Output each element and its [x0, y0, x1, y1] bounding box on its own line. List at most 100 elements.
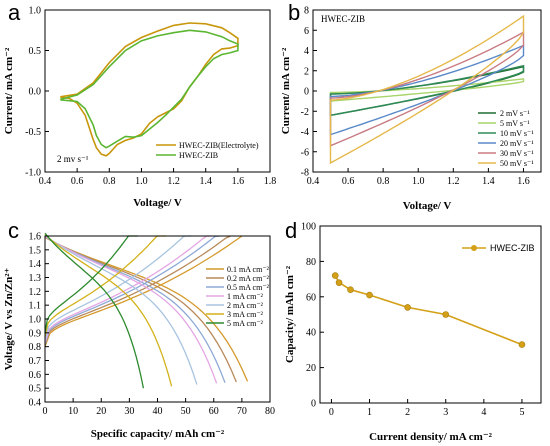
- panel-c-x-tick-label: 70: [237, 406, 247, 417]
- panel-b-series-3-line: [329, 44, 525, 136]
- panel-b-title: HWEC-ZIB: [321, 14, 365, 24]
- panel-b-x-tick-label: 1.4: [482, 176, 495, 187]
- panel-b-y-tick-label: 2: [304, 66, 309, 77]
- panel-c-x-tick-label: 60: [209, 406, 219, 417]
- panel-a: 0.4 0.6 0.8 1.0 1.2 1.4 1.6 1.8 1.0 0.5 0.0 -0.5 -1.…: [3, 6, 276, 210]
- panel-a-x-tick-label: 1.6: [232, 176, 245, 187]
- panel-a-x-tick-label: 0.6: [71, 176, 84, 187]
- panel-d-data-point: [442, 311, 450, 318]
- panel-d: 0 1 2 3 4 5 100 80 60 40 20 0 Current density/ mA cm…: [284, 222, 542, 443]
- panel-d-y-tick-label: 40: [306, 328, 316, 339]
- panel-c-y-tick-label: 1.6: [29, 232, 42, 243]
- panel-c-y-tick-label: 1.1: [29, 301, 42, 312]
- panel-d-x-tick-label: 0: [329, 407, 334, 418]
- panel-a-label: a: [8, 0, 21, 25]
- panel-b-y-tick-label: -8: [301, 168, 309, 179]
- panel-c-legend-label: 0.2 mA cm⁻²: [227, 274, 270, 283]
- panel-a-series-1-line: [60, 29, 239, 149]
- panel-c-x-tick-label: 30: [124, 406, 134, 417]
- panel-c-series-5-charge: [44, 235, 166, 337]
- panel-c-series-1-charge: [44, 235, 231, 346]
- panel-c-series-3-charge: [44, 235, 211, 343]
- panel-c-y-tick-label: 1.3: [29, 273, 42, 284]
- panel-c-y-tick-label: 1.4: [29, 259, 42, 270]
- panel-c-y-tick-label: 0.6: [29, 370, 42, 381]
- panel-b-y-tick-label: -2: [301, 107, 309, 118]
- panel-c-y-tick-label: 0.7: [29, 356, 42, 367]
- panel-c-y-tick-label: 0.5: [29, 384, 42, 395]
- panel-c-series-4-discharge: [44, 234, 198, 385]
- panel-c-series-5-discharge: [44, 233, 173, 387]
- panel-a-x-tick-label: 1.2: [167, 176, 180, 187]
- panel-c-y-tick-label: 1.2: [29, 287, 42, 298]
- panel-d-x-tick-label: 5: [519, 407, 524, 418]
- panel-b-x-tick-label: 1.2: [447, 176, 460, 187]
- panel-a-x-tick-label: 1.4: [199, 176, 212, 187]
- panel-b-x-axis-label: Voltage/ V: [403, 200, 452, 212]
- panel-c-x-tick-label: 20: [96, 406, 106, 417]
- panel-c-x-axis-label: Specific capacity/ mAh cm⁻²: [91, 428, 225, 440]
- panel-b-x-tick-label: 1.0: [412, 176, 425, 187]
- panel-b-x-tick-label: 1.6: [517, 176, 530, 187]
- panel-a-series-0-line: [60, 22, 239, 157]
- panel-b-y-tick-label: 0: [304, 87, 309, 98]
- panel-d-legend-label: HWEC-ZIB: [490, 243, 535, 253]
- panel-d-data-point: [331, 272, 339, 279]
- panel-a-x-tick-label: 1.0: [135, 176, 148, 187]
- panel-d-x-tick-label: 4: [481, 407, 486, 418]
- panel-c-y-tick-label: 0.4: [29, 398, 42, 409]
- panel-a-x-tick-label: 0.8: [103, 176, 116, 187]
- panel-d-data-point: [404, 304, 411, 311]
- panel-d-x-tick-label: 2: [405, 407, 410, 418]
- panel-d-data-point: [335, 279, 343, 286]
- panel-b-y-tick-label: 8: [304, 6, 309, 17]
- panel-d-legend-marker: [471, 245, 477, 251]
- panel-c-y-axis-label: Voltage/ V vs Zn/Zn²⁺: [3, 267, 15, 370]
- panel-c-series-2-charge: [44, 235, 220, 344]
- panel-d-data-point: [518, 341, 526, 348]
- panel-c-x-tick-label: 10: [68, 406, 78, 417]
- panel-d-x-tick-label: 3: [443, 407, 448, 418]
- panel-c-series-0-charge: [44, 235, 243, 347]
- panel-b-series-2-line: [329, 64, 525, 117]
- panel-b-y-tick-label: -4: [301, 127, 309, 138]
- panel-d-label: d: [285, 218, 297, 243]
- panel-a-x-tick-label: 0.4: [39, 176, 52, 187]
- panel-b-series-4-line: [329, 31, 525, 147]
- panel-d-y-tick-label: 100: [301, 222, 316, 233]
- panel-d-y-axis-label: Capacity/ mAh cm⁻²: [284, 265, 296, 363]
- panel-d-y-tick-label: 80: [306, 257, 316, 268]
- panel-d-plot-frame: [319, 225, 542, 404]
- panel-a-legend-label: HWEC-ZIB: [179, 151, 218, 160]
- panel-d-x-axis-label: Current density/ mA cm⁻²: [369, 431, 493, 443]
- panel-a-y-tick-label: 0.5: [29, 46, 42, 57]
- panel-a-y-tick-label: 1.0: [29, 6, 42, 17]
- panel-b-y-tick-label: -6: [301, 147, 309, 158]
- panel-c-x-tick-label: 0: [43, 406, 48, 417]
- panel-a-y-tick-label: -0.5: [25, 127, 41, 138]
- panel-b-x-tick-label: 0.8: [377, 176, 390, 187]
- panel-b-series-1-line: [329, 78, 525, 102]
- panel-b-legend-label: 2 mV s⁻¹: [500, 109, 530, 118]
- panel-c-y-tick-label: 1.0: [29, 315, 42, 326]
- panel-b: 0.4 0.6 0.8 1.0 1.2 1.4 1.6 8 6 4 2 0 -2 -4 -6 -8 Voltag…: [280, 6, 542, 212]
- panel-c-series-6-charge: [44, 235, 138, 333]
- panel-b-x-tick-label: 0.6: [342, 176, 355, 187]
- panel-b-x-tick-label: 0.4: [307, 176, 320, 187]
- panel-c-label: c: [8, 218, 19, 243]
- panel-c-legend-label: 0.1 mA cm⁻²: [227, 265, 270, 274]
- panel-d-y-tick-label: 20: [306, 363, 316, 374]
- panel-c: 0 10 20 30 40 50 60 70 80 1.6 1.5 1.4 1.3 1.2 1.1 1.0 0.…: [3, 232, 275, 441]
- panel-a-y-tick-label: 0.0: [29, 87, 42, 98]
- panel-d-data-point: [347, 286, 354, 294]
- panel-d-y-tick-label: 60: [306, 292, 316, 303]
- panel-b-legend-label: 50 mV s⁻¹: [500, 159, 534, 168]
- panel-b-y-tick-label: 6: [304, 26, 309, 37]
- panel-c-y-tick-label: 1.5: [29, 245, 42, 256]
- panel-d-series-line: [334, 275, 523, 346]
- panel-b-legend-label: 10 mV s⁻¹: [500, 129, 534, 138]
- panel-c-x-tick-label: 40: [153, 406, 163, 417]
- panel-c-x-tick-label: 80: [265, 406, 275, 417]
- panel-c-legend-label: 3 mA cm⁻²: [227, 310, 264, 319]
